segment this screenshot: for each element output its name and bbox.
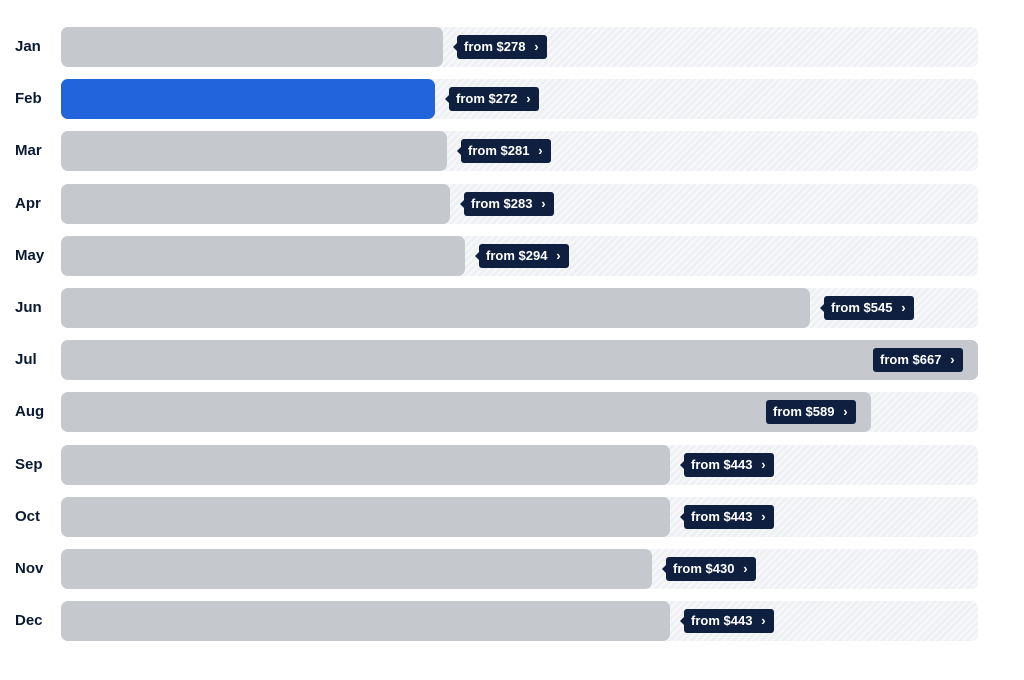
price-tag-oct[interactable]: from $443 ›: [679, 504, 775, 529]
chevron-right-icon: ›: [761, 456, 766, 472]
price-label: from $278: [464, 39, 526, 54]
bar-apr[interactable]: [61, 183, 450, 224]
bar-jun[interactable]: [61, 288, 810, 328]
price-label: from $545: [831, 300, 893, 315]
chevron-right-icon: ›: [901, 300, 906, 315]
price-label: from $272: [456, 91, 518, 107]
price-tag-nov[interactable]: from $430 ›: [661, 557, 757, 581]
price-tag-dec[interactable]: from $443 ›: [679, 609, 775, 634]
bar-mar[interactable]: [61, 131, 447, 172]
price-tag-sep[interactable]: from $443 ›: [679, 452, 775, 477]
month-label: Nov: [15, 560, 44, 577]
chevron-right-icon: ›: [556, 247, 561, 263]
price-tag-may[interactable]: from $294 ›: [474, 243, 570, 268]
chevron-right-icon: ›: [950, 352, 955, 368]
price-tag-jan[interactable]: from $278 ›: [452, 35, 548, 59]
chevron-right-icon: ›: [541, 195, 546, 211]
bar-row-may[interactable]: May from $294 ›: [0, 235, 1024, 276]
month-label: Apr: [15, 194, 41, 212]
month-label: May: [15, 246, 45, 264]
month-label: Aug: [15, 403, 45, 421]
bar-jan[interactable]: [61, 27, 443, 67]
bar-aug[interactable]: [61, 392, 871, 433]
chevron-right-icon: ›: [526, 91, 531, 107]
bar-row-oct[interactable]: Oct from $443 ›: [0, 496, 1024, 537]
bar-oct[interactable]: [61, 496, 670, 537]
price-tag-jul[interactable]: from $667 ›: [873, 348, 964, 373]
bar-feb[interactable]: [61, 79, 435, 120]
bar-row-dec[interactable]: Dec from $443 ›: [0, 601, 1024, 642]
price-label: from $443: [691, 508, 753, 524]
price-label: from $283: [471, 195, 533, 211]
bar-row-sep[interactable]: Sep from $443 ›: [0, 444, 1024, 485]
bar-row-jun[interactable]: Jun from $545 ›: [0, 288, 1024, 328]
month-label: Oct: [15, 507, 41, 525]
chevron-right-icon: ›: [761, 508, 766, 524]
month-label: Feb: [15, 90, 42, 108]
month-label: Mar: [15, 142, 42, 160]
month-label: Dec: [15, 612, 43, 630]
bar-row-apr[interactable]: Apr from $283 ›: [0, 183, 1024, 224]
bar-row-jul[interactable]: Jul from $667 ›: [0, 340, 1024, 381]
month-label: Jan: [15, 38, 41, 55]
bar-row-aug[interactable]: Aug from $589 ›: [0, 392, 1024, 433]
month-label: Jul: [15, 351, 37, 369]
bar-dec[interactable]: [61, 601, 670, 642]
price-label: from $294: [486, 247, 548, 263]
price-tag-mar[interactable]: from $281 ›: [456, 139, 552, 164]
chevron-right-icon: ›: [534, 39, 539, 54]
price-label: from $589: [773, 404, 835, 420]
bar-row-mar[interactable]: Mar from $281 ›: [0, 131, 1024, 172]
chevron-right-icon: ›: [743, 561, 748, 576]
month-label: Jun: [15, 299, 42, 316]
bar-row-nov[interactable]: Nov from $430 ›: [0, 549, 1024, 589]
price-label: from $443: [691, 456, 753, 472]
bar-jul[interactable]: [61, 340, 978, 381]
price-label: from $667: [880, 352, 942, 368]
price-tag-feb[interactable]: from $272 ›: [444, 87, 540, 112]
chevron-right-icon: ›: [761, 613, 766, 629]
month-label: Sep: [15, 455, 43, 473]
bar-row-feb[interactable]: Feb from $272 ›: [0, 79, 1024, 120]
bar-sep[interactable]: [61, 444, 670, 485]
chevron-right-icon: ›: [843, 404, 848, 420]
chevron-right-icon: ›: [538, 143, 543, 159]
price-label: from $281: [468, 143, 530, 159]
bar-row-jan[interactable]: Jan from $278 ›: [0, 27, 1024, 67]
price-tag-apr[interactable]: from $283 ›: [459, 191, 555, 216]
bar-may[interactable]: [61, 235, 465, 276]
price-label: from $430: [673, 561, 735, 576]
price-label: from $443: [691, 613, 753, 629]
bar-nov[interactable]: [61, 549, 652, 589]
price-tag-jun[interactable]: from $545 ›: [819, 296, 915, 320]
price-tag-aug[interactable]: from $589 ›: [766, 400, 857, 425]
